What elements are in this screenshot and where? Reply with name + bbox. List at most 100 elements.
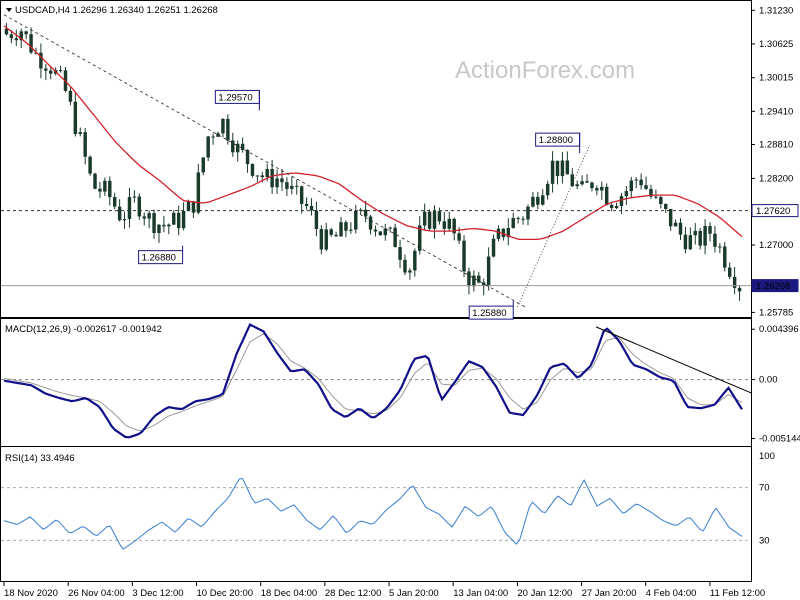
candle-body	[644, 185, 648, 189]
x-tick-label: 5 Jan 20:00	[389, 588, 439, 599]
rsi-y-tick-label: 100	[759, 451, 775, 462]
candle-body	[442, 221, 447, 229]
candle	[29, 27, 33, 55]
candle-body	[457, 233, 461, 241]
rsi-pane	[0, 446, 752, 582]
candle-body	[604, 186, 609, 205]
candle-body	[127, 197, 132, 220]
candle-body	[117, 206, 122, 221]
macd-signal-line	[3, 333, 743, 431]
candle	[172, 210, 176, 225]
candle	[181, 202, 186, 231]
candle-body	[506, 228, 511, 238]
candle-body	[255, 175, 260, 177]
candle-body	[398, 247, 402, 260]
price-chart: 1.29570 1.26880 1.28800 1.25880	[1, 14, 751, 320]
candle-body	[112, 197, 117, 207]
candle-body	[309, 205, 314, 211]
candle	[78, 127, 82, 137]
rsi-y-tick-label: 30	[759, 535, 770, 546]
candle	[585, 174, 589, 183]
candle-body	[590, 182, 594, 189]
candle	[176, 205, 181, 236]
candle	[659, 196, 663, 209]
candle	[349, 222, 353, 234]
candle-body	[501, 228, 506, 238]
candle-body	[137, 196, 142, 217]
candle	[319, 225, 324, 255]
candle-body	[83, 132, 87, 157]
candle-body	[93, 173, 97, 189]
candle-body	[664, 204, 668, 210]
candle-body	[324, 229, 328, 250]
candle	[477, 271, 481, 284]
x-tick-label: 18 Dec 04:00	[261, 588, 318, 599]
trendline-0	[3, 14, 526, 308]
price-annotation: 1.28800	[535, 132, 581, 154]
candle	[550, 151, 555, 193]
candle	[103, 177, 107, 196]
candle-body	[447, 218, 451, 229]
candle	[698, 227, 702, 250]
candle-body	[68, 90, 73, 102]
candle-body	[477, 275, 481, 283]
candle-body	[172, 212, 176, 225]
candle-body	[275, 178, 279, 188]
candle-body	[580, 181, 584, 185]
candle-body	[167, 224, 171, 227]
candle	[73, 92, 78, 137]
candle-body	[526, 206, 530, 220]
candle	[304, 197, 309, 210]
candle-body	[531, 196, 535, 207]
candle	[447, 211, 451, 232]
candle	[718, 243, 722, 254]
x-tick-label: 3 Dec 12:00	[132, 588, 183, 599]
candle	[334, 231, 338, 237]
level-label-box	[751, 279, 799, 293]
annotation-label: 1.25880	[472, 308, 506, 319]
candle-body	[157, 224, 161, 234]
moving-average-line	[3, 25, 743, 241]
level-label-0: 1.27620	[751, 204, 799, 218]
candle-body	[368, 216, 373, 230]
candle-body	[639, 179, 643, 186]
candle	[344, 220, 348, 238]
candle	[388, 226, 392, 233]
candle-body	[422, 211, 427, 226]
candle	[280, 168, 284, 192]
candle-body	[24, 31, 28, 35]
x-tick-label: 27 Jan 20:00	[582, 588, 637, 599]
candle-body	[142, 216, 146, 219]
candle	[398, 239, 402, 269]
candle-body	[698, 230, 702, 246]
candle-body	[452, 218, 456, 234]
candle-body	[595, 188, 599, 191]
candle	[575, 180, 579, 190]
candle	[403, 254, 407, 276]
candle-body	[280, 178, 284, 183]
trendline-1	[517, 144, 590, 308]
candle	[206, 135, 210, 162]
candle-body	[132, 196, 137, 198]
candle	[58, 65, 63, 73]
macd-y-tick-label: 0.004396	[759, 324, 799, 335]
candle-body	[570, 174, 574, 187]
candle	[486, 247, 491, 291]
macd-trendline	[595, 326, 753, 394]
candle-body	[152, 213, 156, 234]
candle	[673, 219, 678, 227]
candle-body	[472, 275, 476, 287]
watermark-text: ActionForex.com	[455, 57, 635, 84]
candle-body	[678, 222, 683, 235]
candle	[408, 268, 412, 280]
candle	[49, 66, 53, 80]
candle	[358, 207, 363, 215]
candle	[226, 114, 230, 145]
candle	[664, 203, 668, 213]
candle	[688, 227, 693, 251]
candle-body	[521, 218, 525, 220]
candle-body	[29, 34, 33, 53]
candle	[368, 214, 373, 235]
candle	[132, 190, 137, 203]
candle-body	[683, 234, 688, 250]
